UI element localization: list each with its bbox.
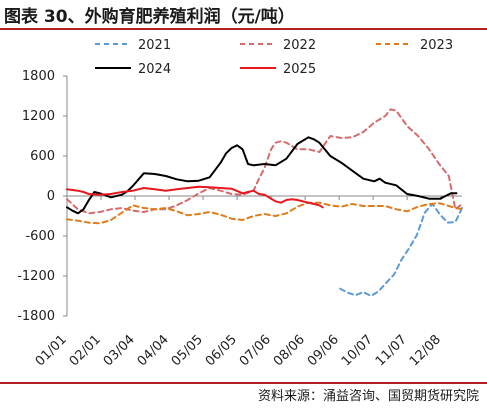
x-tick-label: 12/08 xyxy=(407,332,444,369)
series-line-2021 xyxy=(339,203,463,297)
x-tick-label: 06/05 xyxy=(203,332,240,369)
series-line-2022 xyxy=(66,108,463,215)
plot-area: 1800 1200 600 0 -600 -1200 -1800 01/0102/0103/0… xyxy=(17,38,463,369)
x-tick-label: 08/06 xyxy=(271,332,308,369)
profit-line-chart: 1800 1200 600 0 -600 -1200 -1800 01/0102/0103/0… xyxy=(17,38,463,369)
y-tick-label: -1200 xyxy=(17,269,55,284)
legend-label-2024: 2024 xyxy=(138,62,171,77)
series-line-2024 xyxy=(66,136,458,215)
title-rule xyxy=(0,28,487,30)
x-tick-label: 07/06 xyxy=(237,332,274,369)
x-tick-label: 02/01 xyxy=(67,332,104,369)
y-tick-label: 600 xyxy=(30,149,55,164)
legend-label-2025: 2025 xyxy=(283,62,316,77)
series-line-2025 xyxy=(66,185,324,209)
x-tick-label: 01/01 xyxy=(33,332,70,369)
y-tick-label: -600 xyxy=(25,229,55,244)
y-tick-label: 0 xyxy=(47,189,55,204)
legend-label-2022: 2022 xyxy=(283,38,316,53)
x-tick-label: 05/05 xyxy=(169,332,206,369)
x-tick-label: 03/04 xyxy=(101,332,138,369)
legend-label-2021: 2021 xyxy=(138,38,171,53)
x-tick-label: 10/07 xyxy=(339,332,376,369)
legend-label-2023: 2023 xyxy=(420,38,453,53)
y-tick-label: 1200 xyxy=(22,109,55,124)
x-tick-label: 09/06 xyxy=(305,332,342,369)
source-note: 资料来源：涌益咨询、国贸期货研究院 xyxy=(257,389,479,404)
footer-rule xyxy=(0,382,487,384)
x-tick-label: 04/04 xyxy=(135,332,172,369)
y-tick-label: -1800 xyxy=(17,309,55,324)
page-title: 图表 30、外购育肥养殖利润（元/吨） xyxy=(4,7,295,27)
x-tick-label: 11/07 xyxy=(373,332,410,369)
y-tick-label: 1800 xyxy=(22,69,55,84)
series-line-2023 xyxy=(66,201,463,225)
